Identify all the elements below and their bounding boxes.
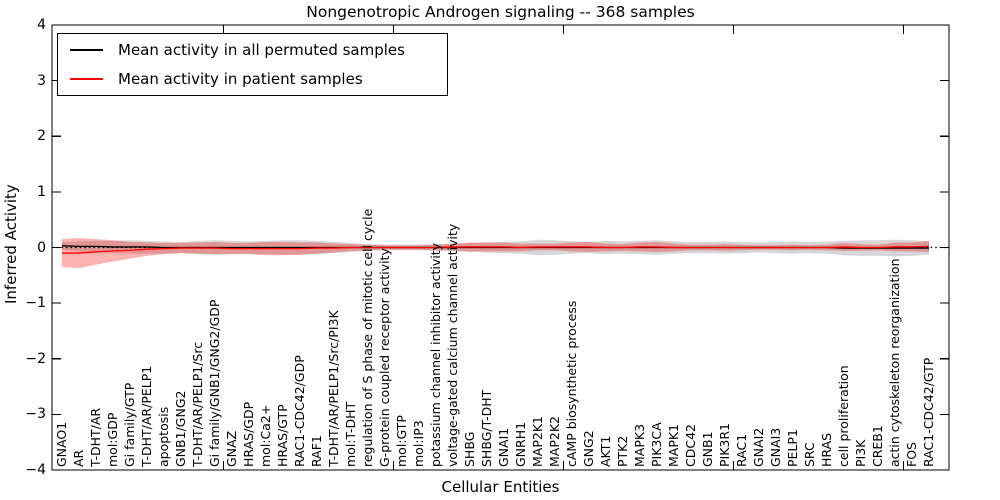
y-tick-label: 4 xyxy=(37,17,46,33)
legend-line-red-icon xyxy=(70,78,103,80)
x-tick-label: PIK3R1 xyxy=(717,422,732,467)
x-tick-label: SRC xyxy=(802,442,817,467)
x-tick-label: mol:Ca2+ xyxy=(258,404,273,467)
x-tick-label: apoptosis xyxy=(156,406,171,467)
x-tick-label: mol:GDP xyxy=(105,412,120,467)
x-tick-label: PTK2 xyxy=(615,435,630,467)
x-tick-label: T-DHT/AR/PELP1 xyxy=(139,365,154,467)
y-tick-label: −2 xyxy=(25,350,46,367)
x-tick-label: GNAI1 xyxy=(496,427,511,467)
x-tick-label: FOS xyxy=(904,442,919,467)
legend-label-patient: Mean activity in patient samples xyxy=(118,70,363,88)
x-tick-label: HRAS xyxy=(819,432,834,467)
legend-label-permuted: Mean activity in all permuted samples xyxy=(118,41,405,59)
x-tick-label: G-protein coupled receptor activity xyxy=(377,248,392,467)
x-tick-label: MAP2K2 xyxy=(547,416,562,467)
patient-mean-line xyxy=(62,245,930,254)
x-tick-label: GNAZ xyxy=(224,430,239,467)
x-tick-label: PELP1 xyxy=(785,429,800,467)
x-tick-label: GNB1 xyxy=(700,431,715,467)
x-tick-label: AR xyxy=(71,449,86,467)
x-tick-label: RAC1 xyxy=(734,433,749,467)
x-tick-label: GNG2 xyxy=(581,430,596,467)
x-tick-label: mol:T-DHT xyxy=(343,401,358,467)
x-axis-label: Cellular Entities xyxy=(441,478,560,496)
x-tick-label: RAC1-CDC42/GTP xyxy=(921,357,936,467)
x-tick-label: cAMP biosynthetic process xyxy=(564,300,579,467)
chart-title: Nongenotropic Androgen signaling -- 368 … xyxy=(306,3,695,21)
x-tick-label: MAP2K1 xyxy=(530,416,545,467)
x-tick-label: mol:GTP xyxy=(394,415,409,467)
x-tick-label: T-DHT/AR/PELP1/Src xyxy=(190,341,205,467)
legend-entry-permuted: Mean activity in all permuted samples xyxy=(70,39,447,61)
x-tick-label: SHBG/T-DHT xyxy=(479,389,494,467)
x-tick-label: GNB1/GNG2 xyxy=(173,390,188,467)
y-tick-label: −1 xyxy=(25,295,46,312)
x-tick-label: HRAS/GTP xyxy=(275,404,290,467)
x-tick-label: CREB1 xyxy=(870,425,885,467)
x-tick-label: actin cytoskeleton reorganization xyxy=(887,258,902,467)
legend-line-black-icon xyxy=(70,49,103,51)
x-tick-label: GNAI2 xyxy=(751,427,766,467)
x-tick-label: SHBG xyxy=(462,431,477,467)
x-tick-label: HRAS/GDP xyxy=(241,401,256,467)
y-tick-label: 3 xyxy=(37,72,46,89)
x-tick-label: RAC1-CDC42/GDP xyxy=(292,355,307,467)
y-tick-label: −4 xyxy=(25,462,46,478)
x-tick-label: GNAO1 xyxy=(54,421,69,467)
x-tick-label: MAPK3 xyxy=(632,423,647,467)
x-tick-label: regulation of S phase of mitotic cell cy… xyxy=(360,208,375,467)
y-tick-label: −3 xyxy=(25,406,46,423)
x-tick-label: T-DHT/AR xyxy=(88,407,103,467)
x-tick-label: RAF1 xyxy=(309,435,324,467)
x-tick-label: PIK3CA xyxy=(649,422,664,467)
x-tick-label: mol:IP3 xyxy=(411,420,426,467)
x-tick-label: T-DHT/AR/PELP1/Src/PI3K xyxy=(326,310,341,467)
y-tick-label: 1 xyxy=(37,183,46,200)
x-tick-label: Gi family/GTP xyxy=(122,382,137,467)
y-tick-label: 0 xyxy=(37,239,46,256)
x-tick-label: MAPK1 xyxy=(666,423,681,467)
x-tick-label: potassium channel inhibitor activity xyxy=(428,242,443,467)
y-tick-label: 2 xyxy=(37,128,46,145)
patient-std-band xyxy=(62,238,929,269)
legend-entry-patient: Mean activity in patient samples xyxy=(70,68,447,90)
x-tick-label: GNRH1 xyxy=(513,421,528,467)
x-tick-label: AKT1 xyxy=(598,435,613,467)
x-tick-label: Gi family/GNB1/GNG2/GDP xyxy=(207,299,222,467)
x-tick-label: cell proliferation xyxy=(836,365,851,467)
x-tick-label: CDC42 xyxy=(683,424,698,467)
legend: Mean activity in all permuted samples Me… xyxy=(57,33,448,96)
x-tick-label: voltage-gated calcium channel activity xyxy=(445,223,460,467)
x-tick-label: PI3K xyxy=(853,439,868,467)
x-tick-label: GNAI3 xyxy=(768,427,783,467)
